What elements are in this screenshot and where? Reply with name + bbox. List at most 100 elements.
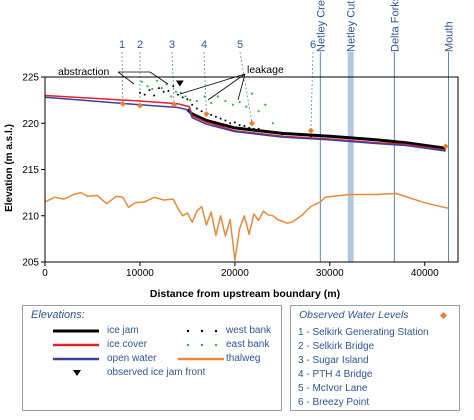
x-tick-label: 40000 [411, 268, 439, 279]
station-leader-6 [310, 51, 314, 131]
observed-water-level-point-4 [203, 111, 210, 117]
west-bank-point [143, 93, 146, 96]
west-bank-point [167, 89, 170, 92]
east-bank-point [271, 122, 274, 125]
x-tick-label: 10000 [126, 268, 154, 279]
legend-swatch-3 [214, 343, 218, 347]
x-tick-label: 0 [42, 268, 48, 279]
legend-swatch-3 [186, 343, 190, 347]
west-bank-point [157, 87, 160, 90]
annotation-arrow [117, 71, 135, 85]
observed-water-level-point-mouth [442, 143, 449, 150]
west-bank-point [162, 90, 165, 93]
west-bank-point [243, 125, 246, 128]
east-bank-point [216, 95, 219, 98]
west-bank-point [219, 117, 222, 120]
landmark-label-3: Mouth [444, 21, 456, 52]
plot-frame [44, 76, 459, 263]
west-bank-point [138, 91, 141, 94]
observed-station-6: 6 - Breezy Point [298, 397, 370, 408]
west-bank-point [224, 119, 227, 122]
west-bank-point [248, 126, 251, 129]
west-bank-point [300, 134, 303, 137]
west-bank-point [238, 124, 241, 127]
east-bank-point [203, 95, 206, 98]
east-bank-point [170, 95, 173, 98]
observed-station-4: 4 - PTH 4 Bridge [298, 369, 373, 380]
ice-jam-front-marker [175, 80, 184, 87]
legend-elevations: Elevations: ice jam west bank ice cover … [22, 305, 282, 411]
station-leader-1 [121, 51, 124, 104]
legend-observed-title: Observed Water Levels [299, 309, 409, 321]
west-bank-point [271, 131, 274, 134]
landmark-label-1: Netley Cut [346, 1, 358, 52]
east-bank-point [245, 105, 248, 108]
west-bank-point [290, 133, 293, 136]
west-bank-point [153, 94, 156, 97]
axes: 0 10000 20000 30000 40000 205 210 215 220 225 [22, 73, 459, 279]
east-bank-point [238, 100, 241, 104]
east-bank-point [160, 87, 163, 90]
east-bank-point [155, 79, 159, 82]
landmark-band-1 [347, 52, 354, 262]
annotation-leakage: leakage [247, 64, 284, 76]
annotation-abstraction: abstraction [58, 66, 110, 78]
east-bank-point [146, 85, 149, 88]
west-bank-point [200, 110, 203, 113]
west-bank-point [309, 135, 312, 138]
station-leader-4 [203, 51, 207, 115]
legend-swatch-1 [186, 329, 190, 333]
west-bank-point [191, 103, 194, 106]
east-bank-point [174, 90, 178, 93]
y-tick-label: 215 [22, 165, 39, 176]
west-bank-point [233, 121, 236, 124]
observed-station-1: 1 - Selkirk Generating Station [298, 327, 429, 338]
legend-item-west-bank: west bank [226, 325, 272, 336]
station-leader-5 [239, 51, 253, 124]
legend-item-ice-cover: ice cover [107, 339, 148, 350]
annotation-arrow [149, 71, 169, 85]
landmark-label-0: Netley Creek [315, 0, 327, 52]
west-bank-point [281, 133, 284, 136]
station-number-6: 6 [310, 39, 316, 51]
east-bank-point [250, 92, 254, 95]
y-tick-label: 210 [22, 211, 39, 222]
west-bank-point [172, 85, 175, 88]
observed-station-2: 2 - Selkirk Bridge [298, 341, 375, 352]
legend-elevations-title: Elevations: [31, 309, 85, 321]
observed-station-3: 3 - Sugar Island [298, 355, 369, 366]
x-tick-label: 20000 [221, 268, 249, 279]
y-tick-label: 205 [22, 258, 39, 269]
station-number-1: 1 [119, 39, 125, 51]
legend-item-east-bank: east bank [226, 339, 270, 350]
x-axis-label: Distance from upstream boundary (m) [150, 288, 340, 300]
legend-item-ice-jam: ice jam [107, 325, 139, 336]
east-bank-point [151, 87, 154, 91]
east-bank-point [264, 103, 267, 106]
west-bank-point [267, 130, 270, 133]
east-bank-point [224, 99, 227, 103]
west-bank-point [148, 88, 151, 91]
legend-observed-water-levels: Observed Water Levels 1 - Selkirk Genera… [290, 305, 460, 411]
legend-swatch-1 [214, 329, 218, 333]
legend-item-ice-jam-front: observed ice jam front [107, 367, 206, 378]
east-bank-point [140, 80, 143, 83]
orange-diamond-icon [439, 311, 448, 320]
west-bank-point [181, 96, 184, 99]
legend-item-open-water: open water [107, 353, 157, 364]
west-bank-point [262, 129, 265, 132]
east-bank-point [257, 110, 260, 113]
east-bank-point [189, 99, 192, 102]
east-bank-point [231, 103, 235, 106]
east-bank-point [184, 95, 187, 98]
observed-water-level-point-3 [171, 101, 178, 108]
west-bank-point [229, 122, 232, 125]
west-bank-point [257, 127, 260, 130]
west-bank-point [252, 127, 255, 130]
station-leader-3 [171, 51, 175, 105]
y-tick-label: 220 [22, 119, 39, 130]
west-bank-point [210, 113, 213, 116]
station-number-2: 2 [137, 39, 143, 51]
series-line-thalweg [44, 191, 449, 261]
